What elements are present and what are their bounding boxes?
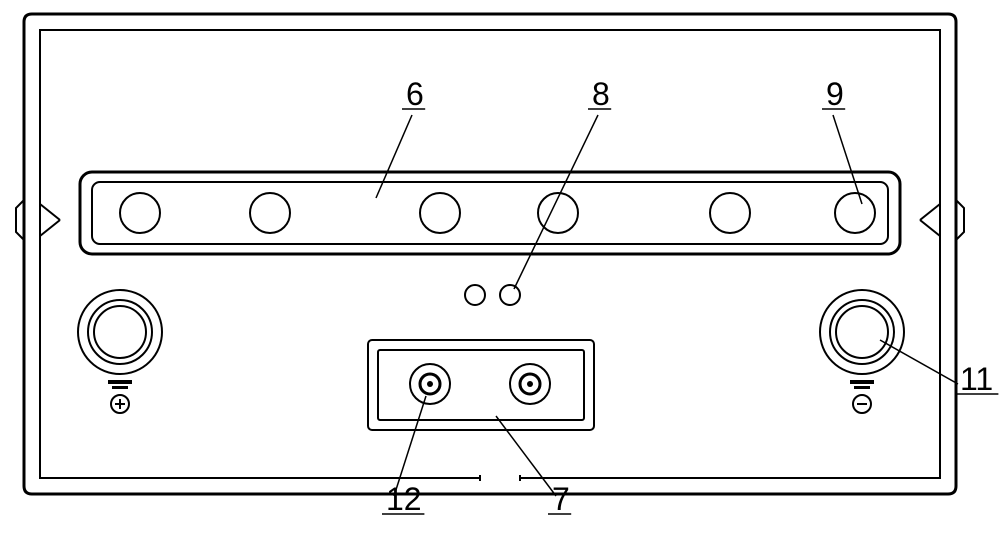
callout-label-9: 9 (826, 76, 844, 112)
callout-label-12: 12 (386, 481, 422, 517)
callout-label-6: 6 (406, 76, 424, 112)
technical-diagram: 6 8 9 11 7 12 (0, 0, 1000, 539)
callout-label-7: 7 (552, 481, 570, 517)
callout-label-8: 8 (592, 76, 610, 112)
callout-label-11: 11 (960, 361, 993, 397)
